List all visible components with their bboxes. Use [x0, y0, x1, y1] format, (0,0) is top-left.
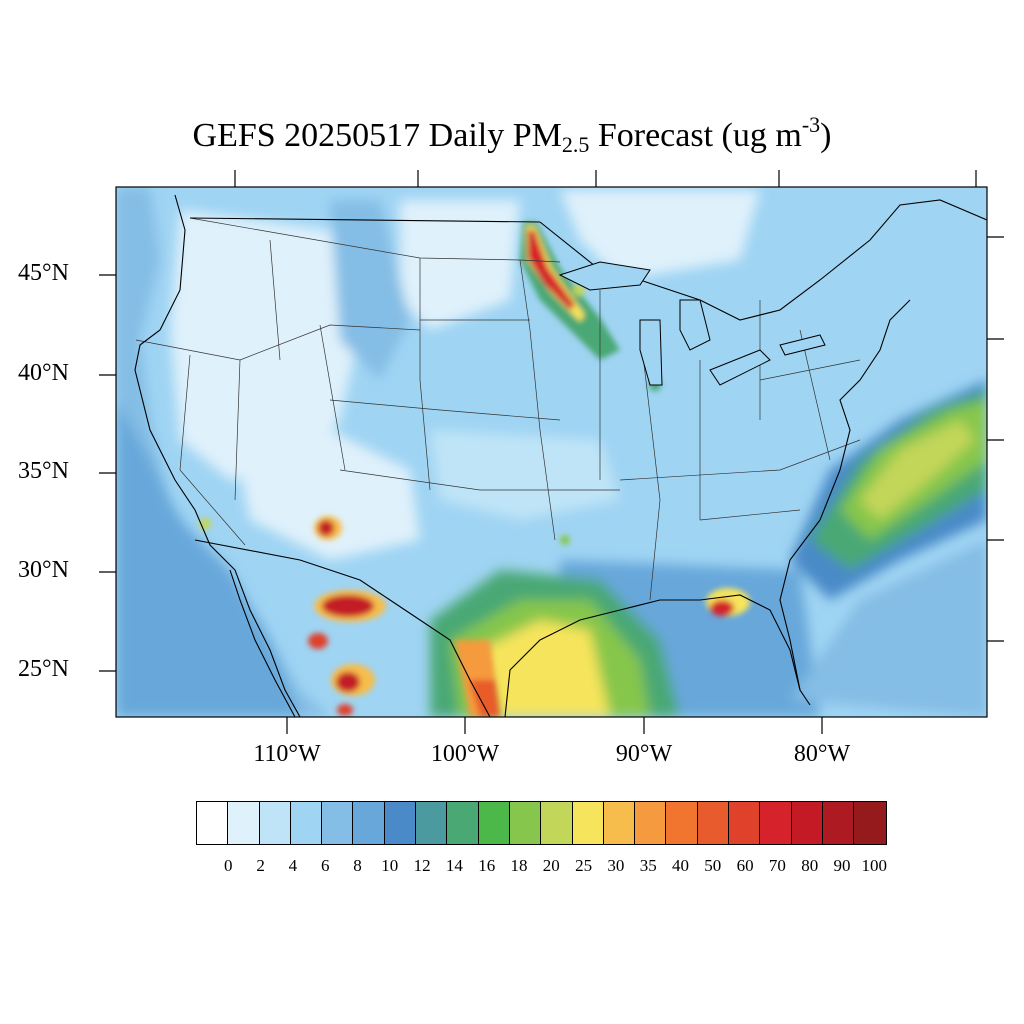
colorbar-box [509, 802, 542, 844]
colorbar-box [729, 802, 761, 844]
colorbar-tick-label: 2 [256, 856, 265, 875]
lon-label-80w: 80°W [793, 741, 851, 767]
map-ticks [99, 170, 1004, 734]
title-superscript: -3 [801, 112, 821, 137]
colorbar-tick-label: 80 [801, 856, 819, 875]
colorbar-tick-label: 14 [445, 856, 463, 875]
colorbar-box [822, 802, 855, 844]
title-suffix: ) [820, 117, 832, 154]
lon-label-110w: 110°W [253, 741, 321, 767]
colorbar-tick-label: 4 [288, 856, 298, 875]
colorbar-box [666, 802, 698, 844]
colorbar-tick-label: 16 [478, 856, 496, 875]
colorbar-box [541, 802, 573, 844]
colorbar-box [228, 802, 260, 844]
field-atlantic-4 [860, 420, 975, 520]
lat-label-40: 40°N [18, 360, 69, 386]
hotspot-mx-3 [308, 633, 328, 649]
map-frame [115, 186, 988, 718]
field-texas-light [430, 430, 620, 520]
colorbar-box [478, 802, 510, 844]
field-caribbean [790, 540, 987, 717]
colorbar-tick-label: 90 [833, 856, 851, 875]
colorbar-box [635, 802, 667, 844]
lat-label-25: 25°N [18, 656, 69, 682]
field-gulf-plume-3 [480, 620, 610, 717]
colorbar-tick-label: 50 [704, 856, 722, 875]
colorbar-box [447, 802, 479, 844]
map-field [116, 187, 987, 717]
hotspot-fl-core [710, 600, 734, 616]
field-plains-light [400, 200, 520, 330]
hotspot-la [560, 535, 570, 545]
colorbar-tick-label: 60 [736, 856, 754, 875]
colorbar-box [854, 802, 886, 844]
hotspot-mn-core [528, 230, 575, 310]
colorbar-tick-label: 35 [639, 856, 657, 875]
colorbar [196, 801, 887, 845]
colorbar-tick-label: 18 [510, 856, 528, 875]
great-lakes [558, 261, 826, 386]
lon-label-100w: 100°W [430, 741, 500, 767]
hotspot-az-core [318, 520, 334, 536]
lat-label-45: 45°N [18, 260, 69, 286]
lon-label-90w: 90°W [615, 741, 673, 767]
colorbar-box [322, 802, 354, 844]
colorbar-tick-label: 8 [353, 856, 362, 875]
colorbar-box [603, 802, 636, 844]
hotspots [199, 222, 750, 717]
colorbar-box [760, 802, 792, 844]
colorbar-tick-label: 0 [224, 856, 233, 875]
colorbar-box [791, 802, 823, 844]
hotspot-wi [573, 284, 585, 296]
concentration-field [116, 187, 987, 717]
colorbar-tick-label: 40 [672, 856, 689, 875]
field-plume-rockies [330, 200, 410, 380]
colorbar-tick-label: 100 [861, 856, 888, 875]
colorbar-tick-label: 20 [542, 856, 560, 875]
hotspot-mx-1-core [322, 595, 374, 617]
lat-label-35: 35°N [18, 458, 69, 484]
hotspot-mx-2-core [336, 672, 360, 692]
colorbar-tick-label: 12 [413, 856, 431, 875]
colorbar-tick-label: 10 [381, 856, 399, 875]
field-southwest-light [230, 420, 420, 560]
title-subscript: 2.5 [561, 132, 590, 157]
map-title: GEFS 20250517 Daily PM2.5 Forecast (ug m… [0, 112, 1024, 158]
colorbar-box [259, 802, 291, 844]
lat-label-30: 30°N [18, 557, 69, 583]
colorbar-tick-label: 6 [320, 856, 330, 875]
title-prefix: GEFS 20250517 Daily PM [192, 117, 562, 154]
colorbar-box [572, 802, 604, 844]
colorbar-box [290, 802, 323, 844]
colorbar-tick-label: 70 [768, 856, 786, 875]
colorbar-box [353, 802, 385, 844]
colorbar-box [197, 802, 229, 844]
colorbar-tick-label: 30 [607, 856, 625, 875]
colorbar-box [416, 802, 448, 844]
hotspot-mx-4 [337, 704, 353, 716]
field-west-light [170, 210, 360, 480]
field-canada-light [560, 190, 760, 280]
colorbar-tick-label: 25 [575, 856, 593, 875]
hotspot-tx-2 [470, 680, 500, 717]
colorbar-box [697, 802, 730, 844]
colorbar-box [384, 802, 417, 844]
title-middle: Forecast (ug m [589, 117, 802, 154]
